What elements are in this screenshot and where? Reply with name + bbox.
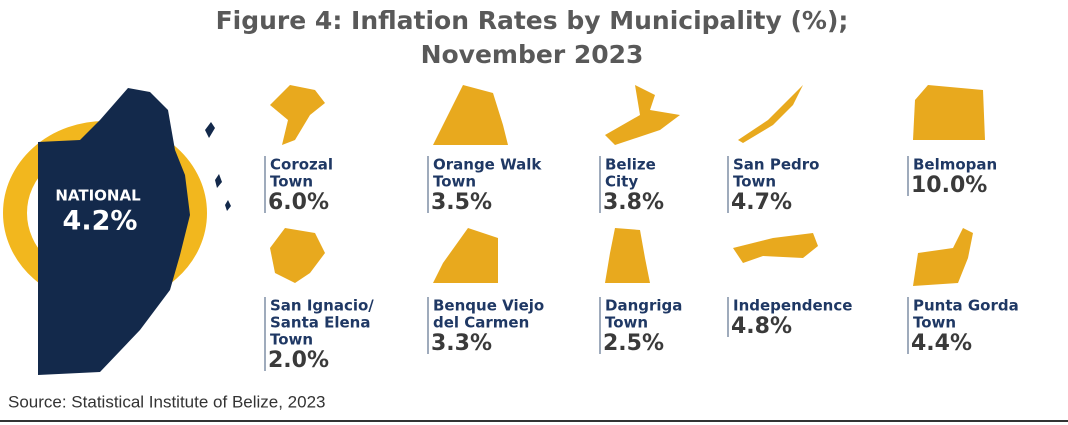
national-value: 4.2%: [63, 206, 138, 237]
title-line: Figure 4: Inflation Rates by Municipalit…: [216, 6, 849, 35]
municipality-shape: [433, 228, 498, 283]
municipality-name: Corozal: [270, 156, 333, 174]
national-label: NATIONAL: [55, 187, 141, 205]
municipality-value: 10.0%: [911, 173, 987, 198]
cayes: [205, 122, 231, 211]
municipality-value: 4.8%: [731, 314, 792, 339]
municipality-shape: [270, 228, 325, 283]
municipality-name: San Ignacio/: [270, 297, 374, 315]
municipality-value: 2.0%: [268, 348, 329, 373]
municipality-shape: [913, 228, 973, 286]
municipality-value: 2.5%: [603, 331, 664, 356]
municipality-name: Town: [270, 331, 313, 349]
municipality-name: Punta Gorda: [913, 297, 1019, 315]
municipality-name: Town: [605, 314, 648, 332]
municipality-name: Benque Viejo: [433, 297, 544, 315]
municipality-shape: [605, 85, 680, 145]
municipality-name: San Pedro: [733, 156, 819, 174]
municipality-shape: [738, 85, 803, 143]
municipality-name: Town: [270, 173, 313, 191]
municipality-name: del Carmen: [433, 314, 529, 332]
municipality-name: Dangriga: [605, 297, 682, 315]
municipality-name: Santa Elena: [270, 314, 370, 332]
map-shape: [38, 88, 190, 375]
national-map: NATIONAL 4.2%: [3, 88, 231, 375]
municipality-value: 3.8%: [603, 190, 664, 215]
municipality-name: Independence: [733, 297, 852, 315]
municipality-shape: [270, 85, 325, 145]
municipality-shape: [913, 85, 985, 140]
municipality-name: Belize: [605, 156, 656, 174]
municipality-shape: [433, 85, 508, 145]
municipality-name: Belmopan: [913, 156, 997, 174]
municipality-value: 4.4%: [911, 331, 972, 356]
municipality-shape: [733, 233, 818, 263]
municipality-shape: [605, 228, 650, 283]
municipality-value: 3.3%: [431, 331, 492, 356]
municipality-value: 6.0%: [268, 190, 329, 215]
source: Source: Statistical Institute of Belize,…: [8, 392, 326, 411]
municipality-name: Town: [433, 173, 476, 191]
municipality-name: City: [605, 173, 638, 191]
municipality-value: 4.7%: [731, 190, 792, 215]
municipality-name: Orange Walk: [433, 156, 542, 174]
municipality-value: 3.5%: [431, 190, 492, 215]
municipality-name: Town: [913, 314, 956, 332]
title-line: November 2023: [421, 40, 644, 69]
municipality-name: Town: [733, 173, 776, 191]
